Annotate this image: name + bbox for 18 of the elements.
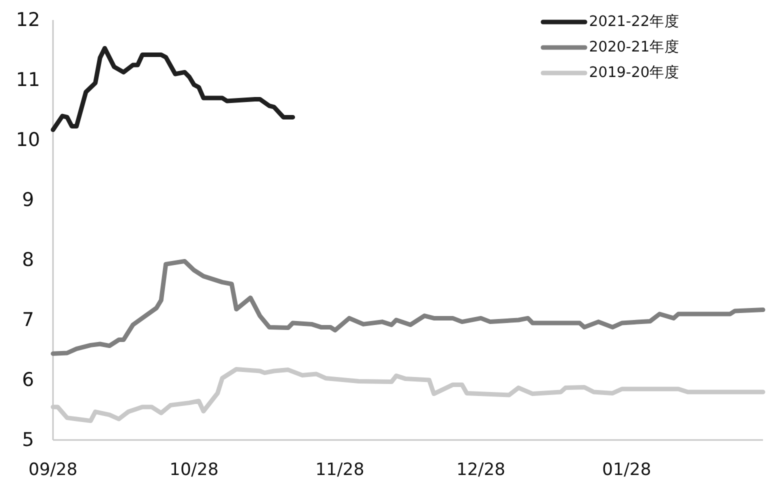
line-series xyxy=(50,46,296,132)
y-tick-label: 10 xyxy=(16,129,40,151)
y-tick-label: 7 xyxy=(22,309,34,331)
y-tick-label: 9 xyxy=(22,189,34,211)
legend-label: 2021-22年度 xyxy=(589,13,680,30)
line-series xyxy=(50,258,766,356)
y-tick-label: 6 xyxy=(22,369,34,391)
legend-label: 2020-21年度 xyxy=(589,38,680,56)
x-tick-label: 11/28 xyxy=(315,460,364,480)
y-tick-label: 5 xyxy=(22,429,34,451)
legend-label: 2019-20年度 xyxy=(589,64,680,81)
x-tick-label: 12/28 xyxy=(456,460,506,480)
y-tick-label: 8 xyxy=(22,249,34,271)
y-tick-label: 12 xyxy=(16,9,40,31)
x-tick-label: 10/28 xyxy=(170,460,219,480)
y-tick-label: 11 xyxy=(16,69,40,91)
x-tick-label: 09/28 xyxy=(28,460,78,480)
x-tick-label: 01/28 xyxy=(602,460,652,480)
